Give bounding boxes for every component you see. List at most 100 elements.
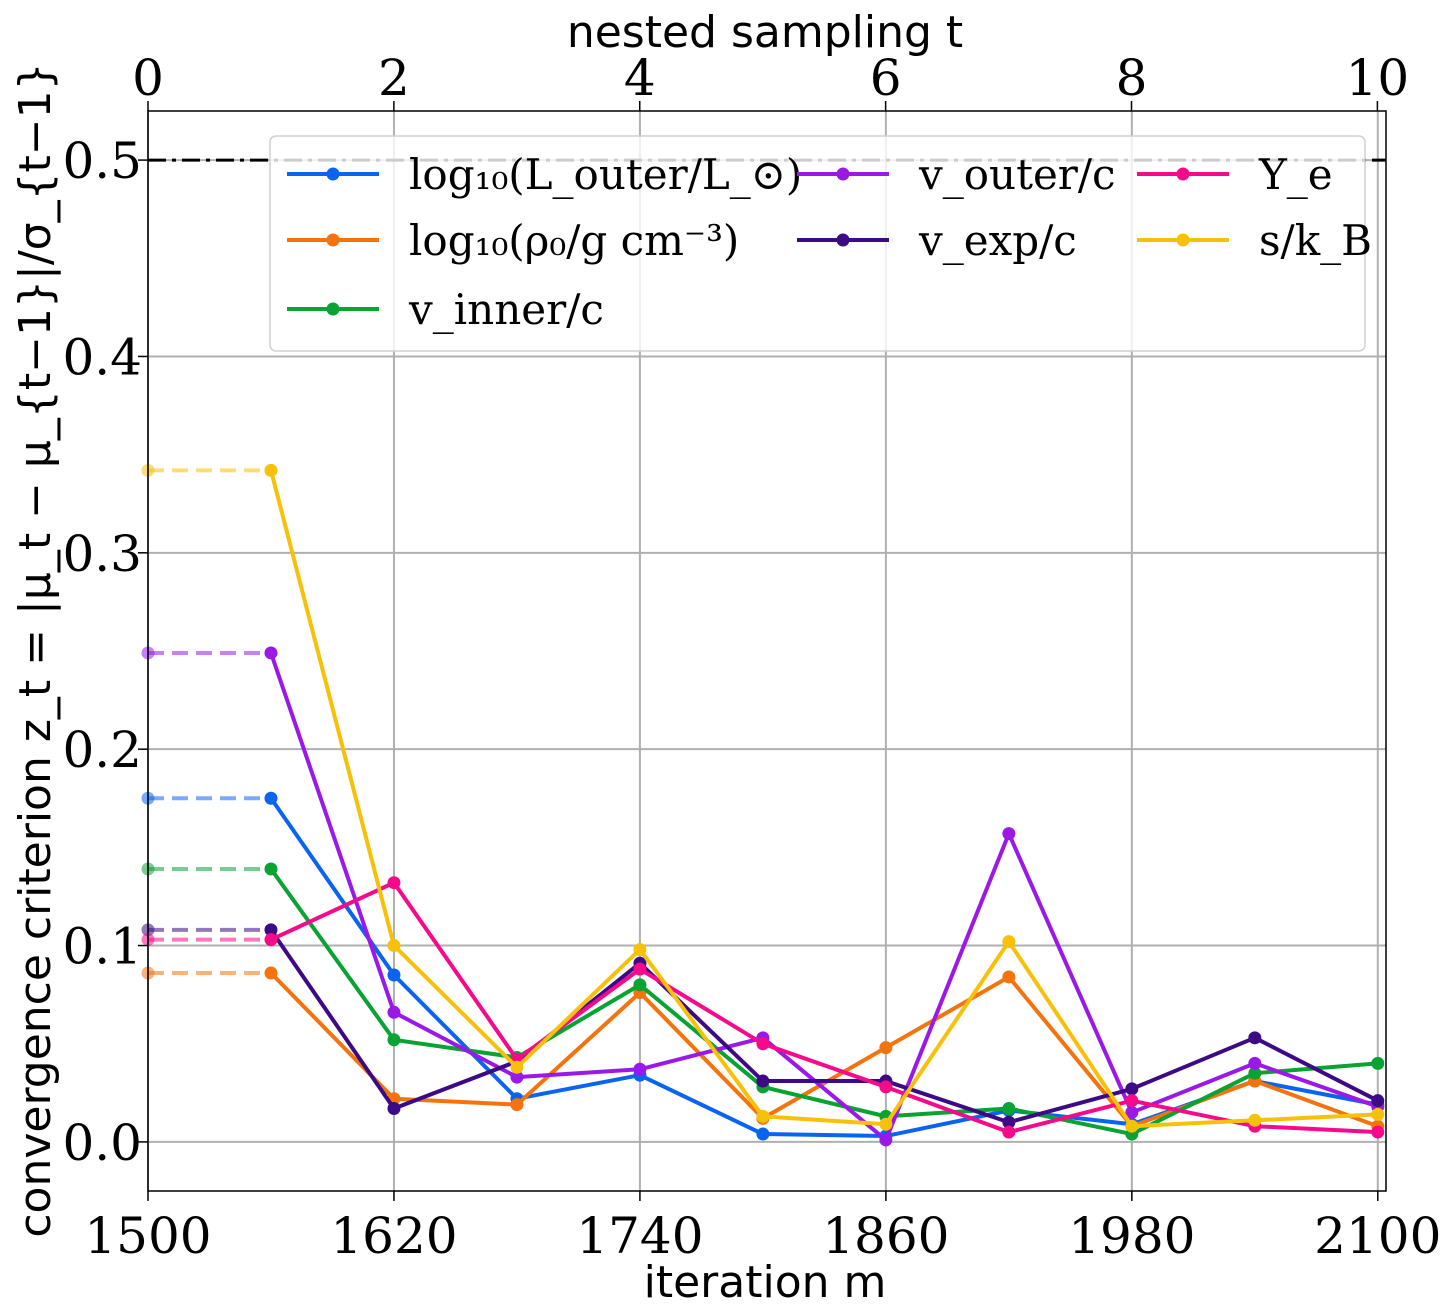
x2-axis-title-word: nested sampling t xyxy=(567,7,963,58)
x-tick-label: 2100 xyxy=(1314,1207,1440,1265)
data-point xyxy=(264,862,278,876)
series-3 xyxy=(141,646,1385,1147)
data-point xyxy=(1002,970,1016,984)
series-2 xyxy=(141,862,1385,1141)
data-point xyxy=(1371,1107,1385,1121)
legend: log₁₀(L_outer/L_⊙) log₁₀(ρ₀/g cm⁻³) v_inne… xyxy=(269,135,1372,352)
data-point xyxy=(387,876,401,890)
data-point xyxy=(756,1127,770,1141)
y-tick-label: 0.2 xyxy=(62,721,142,779)
data-point xyxy=(510,1098,524,1112)
x2-tick-label: 2 xyxy=(378,49,410,107)
data-point xyxy=(1002,827,1016,841)
x2-tick-label: 10 xyxy=(1346,49,1410,107)
series-line xyxy=(269,928,1379,1125)
data-point xyxy=(879,1133,893,1147)
data-point xyxy=(264,646,278,660)
series-5 xyxy=(141,876,1385,1139)
data-point xyxy=(264,791,278,805)
legend-swatch-marker xyxy=(1176,233,1190,247)
x2-tick-label: 8 xyxy=(1116,49,1148,107)
y-tick-label: 0.5 xyxy=(62,132,142,190)
data-point xyxy=(633,978,647,992)
data-point xyxy=(879,1080,893,1094)
x-tick-label: 1500 xyxy=(84,1207,211,1265)
data-point xyxy=(1002,935,1016,949)
data-point xyxy=(879,1041,893,1055)
y-tick-label: 0.1 xyxy=(62,918,142,976)
legend-swatch-marker xyxy=(1176,167,1190,181)
legend-swatch-marker xyxy=(326,167,340,181)
legend-item: v_exp/c xyxy=(797,216,1077,265)
x2-tick-label: 6 xyxy=(870,49,902,107)
legend-label: v_inner/c xyxy=(408,285,604,334)
x-axis-title: iteration m xyxy=(644,1257,887,1308)
x-tick-label: 1980 xyxy=(1068,1207,1195,1265)
data-point xyxy=(1248,1113,1262,1127)
y-tick-label: 0.0 xyxy=(62,1114,142,1172)
legend-box xyxy=(269,135,1366,352)
legend-item: log₁₀(L_outer/L_⊙) xyxy=(287,150,802,199)
legend-swatch-marker xyxy=(836,167,850,181)
legend-label: Y_e xyxy=(1258,150,1333,199)
x2-tick-label: 0 xyxy=(132,49,164,107)
data-point xyxy=(1248,1031,1262,1045)
legend-item: s/k_B xyxy=(1137,216,1372,265)
series-6 xyxy=(141,463,1385,1133)
series-layer xyxy=(141,463,1385,1147)
data-point xyxy=(510,1070,524,1084)
data-point xyxy=(633,942,647,956)
data-point xyxy=(756,1037,770,1051)
data-point xyxy=(1371,1125,1385,1139)
data-point xyxy=(387,1033,401,1047)
data-point xyxy=(879,1117,893,1131)
data-point xyxy=(633,962,647,976)
data-point xyxy=(387,1005,401,1019)
y-tick-label: 0.4 xyxy=(62,328,142,386)
data-point xyxy=(264,463,278,477)
legend-label: v_outer/c xyxy=(918,150,1116,199)
legend-item: v_inner/c xyxy=(287,285,604,334)
x2-axis-title: nested sampling t xyxy=(567,7,963,58)
x-axis-title-word: iteration m xyxy=(644,1257,887,1308)
data-point xyxy=(633,1062,647,1076)
series-line xyxy=(269,469,1378,1129)
data-point xyxy=(1002,1102,1016,1116)
data-point xyxy=(510,1060,524,1074)
y-axis-title: convergence criterion z_t = |μ_t − μ_{t−… xyxy=(10,62,61,1237)
data-point xyxy=(387,1102,401,1116)
series-line xyxy=(269,867,1378,1137)
x2-tick-label: 4 xyxy=(624,49,656,107)
legend-label: v_exp/c xyxy=(918,216,1077,265)
legend-label: log₁₀(ρ₀/g cm⁻³) xyxy=(409,216,739,265)
plot-frame xyxy=(147,110,1387,1192)
data-point xyxy=(1002,1115,1016,1129)
x-tick-label: 1740 xyxy=(576,1207,703,1265)
series-4 xyxy=(141,923,1385,1129)
x-tick-label: 1620 xyxy=(330,1207,457,1265)
data-point xyxy=(756,1109,770,1123)
legend-label: log₁₀(L_outer/L_⊙) xyxy=(409,150,802,199)
x-tick-label: 1860 xyxy=(822,1207,949,1265)
data-point xyxy=(1248,1066,1262,1080)
y-axis-title-word: convergence criterion z_t = |μ_t − μ_{t−… xyxy=(10,62,61,1237)
data-point xyxy=(1125,1105,1139,1119)
data-point xyxy=(387,968,401,982)
data-point xyxy=(1002,1125,1016,1139)
series-line xyxy=(269,652,1379,1142)
legend-label: s/k_B xyxy=(1259,216,1372,265)
y-tick-label: 0.3 xyxy=(62,525,142,583)
legend-item: Y_e xyxy=(1137,150,1333,199)
data-point xyxy=(264,923,278,937)
data-point xyxy=(1371,1056,1385,1070)
legend-item: v_outer/c xyxy=(797,150,1116,199)
legend-swatch-marker xyxy=(836,233,850,247)
legend-swatch-marker xyxy=(326,302,340,316)
legend-swatch-marker xyxy=(326,233,340,247)
tick-layer: 1500 1620 1740 1860 1980 2100 0 2 4 6 8 10 0.0 0.1 0.2… xyxy=(62,49,1440,1265)
data-point xyxy=(387,939,401,953)
data-point xyxy=(1125,1082,1139,1096)
series-line xyxy=(270,880,1378,1135)
series-line xyxy=(269,797,1379,1139)
